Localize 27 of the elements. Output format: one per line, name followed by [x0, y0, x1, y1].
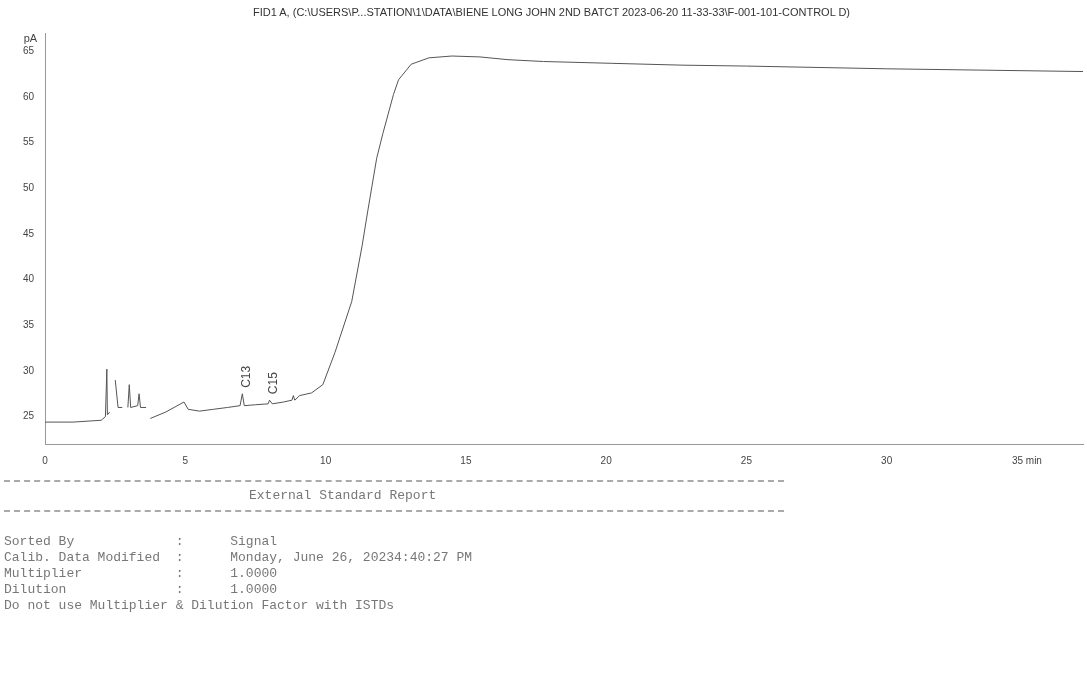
text: Calib. Data Modified : Monday, June 26, 20234:40:27 PM [4, 550, 474, 566]
annotation: C13 [238, 365, 253, 388]
y-tick-label: 45 [23, 227, 35, 239]
y-tick-label: 50 [23, 182, 35, 194]
x-tick-label: 15 [460, 454, 472, 466]
y-tick-label: 35 [23, 319, 35, 331]
x-tick-label: 25 [740, 454, 753, 466]
y-tick-label: 55 [23, 136, 35, 148]
text: Dilution : 1.0000 [4, 582, 279, 598]
y-tick-label: 40 [23, 273, 35, 285]
y-tick-label: 65 [23, 45, 35, 57]
x-tick-label: 35 min [1011, 454, 1042, 466]
chart-title: FID1 A, (C:\USERS\P...STATION\1\DATA\BIENE LONG JOHN 2ND BATCT 2023-06-20 11-33-33\F-001-101-CONTROL D) [252, 5, 851, 18]
y-tick-label: 30 [23, 364, 35, 376]
text: Sorted By : Signal [4, 534, 279, 550]
x-tick-label: 20 [600, 454, 613, 466]
text: Do not use Multiplier & Dilution Factor with ISTDs [4, 598, 396, 614]
text: External Standard Report [248, 487, 438, 505]
x-tick-label: 30 [881, 454, 893, 466]
annotation: C15 [265, 371, 280, 395]
y-tick-label: 60 [23, 90, 35, 102]
text: Multiplier : 1.0000 [4, 566, 279, 582]
y-axis-title: pA [23, 32, 38, 45]
y-tick-label: 25 [23, 410, 35, 422]
x-tick-label: 10 [320, 454, 332, 466]
x-tick-label: 0 [42, 454, 49, 466]
x-tick-label: 5 [182, 454, 189, 466]
